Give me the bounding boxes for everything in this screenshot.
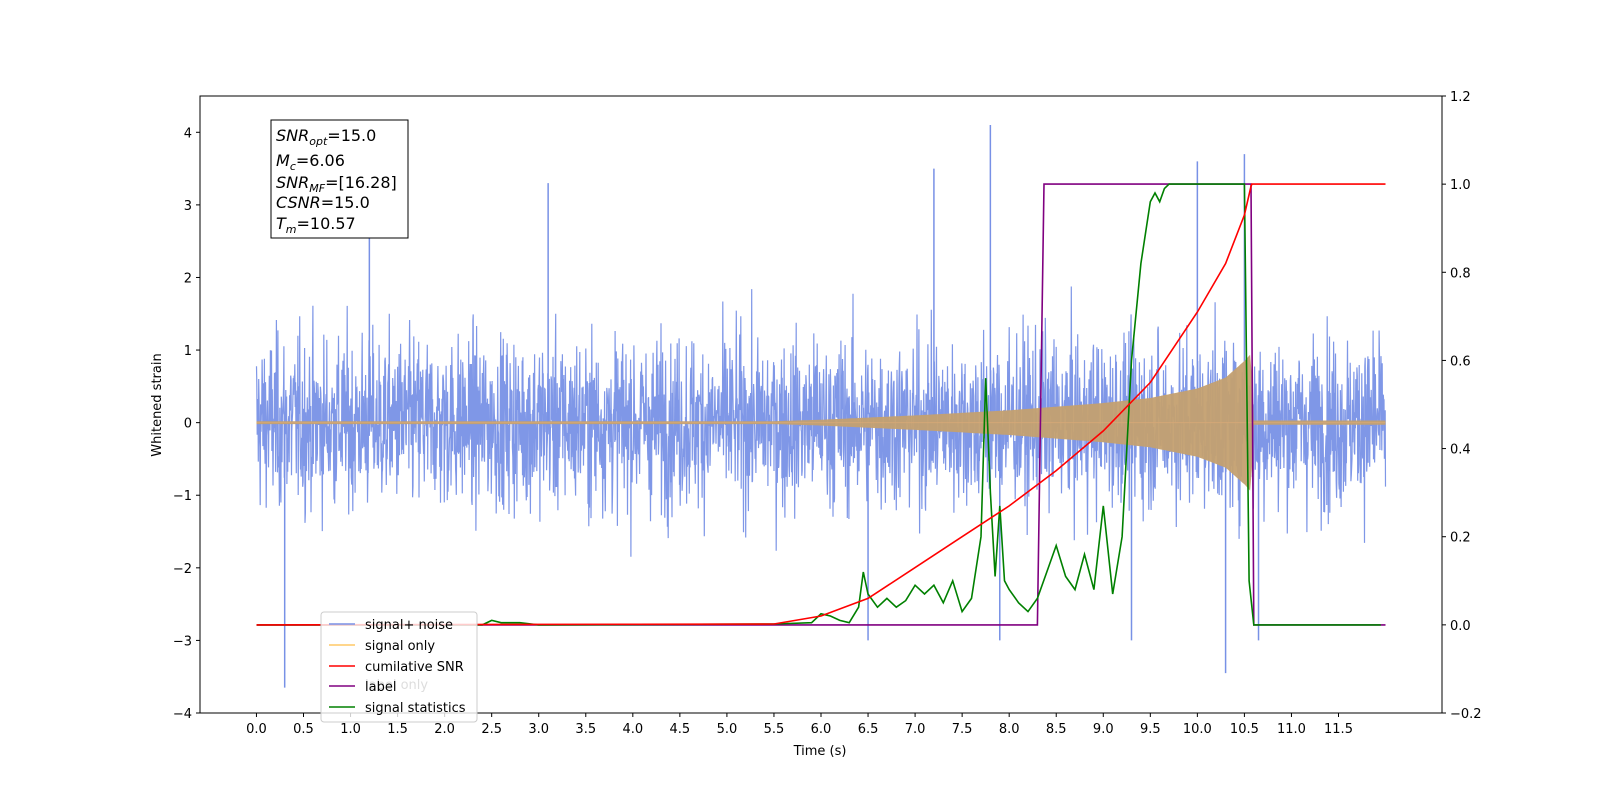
y-tick-label: 3 <box>184 199 192 214</box>
x-axis-label: Time (s) <box>793 744 847 759</box>
y2-tick-label: 0.4 <box>1450 443 1471 458</box>
x-tick-label: 4.0 <box>622 722 643 737</box>
legend-label-cumulative-snr: cumilative SNR <box>365 660 464 675</box>
y2-tick-label: 1.0 <box>1450 178 1471 193</box>
y-tick-label: 2 <box>184 271 192 286</box>
legend: label only signal+ noise signal only cum… <box>320 611 478 723</box>
x-tick-label: 3.5 <box>575 722 596 737</box>
svg-text:Mc=6.06: Mc=6.06 <box>276 151 345 173</box>
x-tick-label: 5.5 <box>764 722 785 737</box>
x-tick-label: 0.0 <box>246 722 267 737</box>
x-tick-label: 7.0 <box>905 722 926 737</box>
y-axis-ticks: 4 3 2 1 0 −1 −2 −3 −4 <box>173 126 200 722</box>
x-tick-label: 8.5 <box>1046 722 1067 737</box>
x-tick-label: 8.0 <box>999 722 1020 737</box>
annotation-snr-opt-base: SNR <box>276 126 309 145</box>
annotation-snr-mf-sub: MF <box>309 182 325 195</box>
y-tick-label: −1 <box>173 489 192 504</box>
x-tick-label: 10.0 <box>1183 722 1212 737</box>
legend-label-label: label <box>365 680 396 695</box>
svg-text:CSNR=15.0: CSNR=15.0 <box>276 193 370 212</box>
y2-tick-label: 0.8 <box>1450 266 1471 281</box>
x-tick-label: 6.0 <box>811 722 832 737</box>
x-tick-label: 1.5 <box>387 722 408 737</box>
series-cumilative-snr-line <box>256 183 1386 626</box>
svg-text:SNRMF=[16.28]: SNRMF=[16.28] <box>276 173 397 195</box>
y2-tick-label: 0.0 <box>1450 619 1471 634</box>
y-tick-label: −2 <box>173 562 192 577</box>
y2-tick-label: 0.6 <box>1450 354 1471 369</box>
svg-text:SNRopt=15.0: SNRopt=15.0 <box>276 126 376 148</box>
annotation-snr-mf-value: =[16.28] <box>325 173 397 192</box>
x-tick-label: 9.0 <box>1093 722 1114 737</box>
series-signal-statistics-line <box>256 183 1381 626</box>
x-tick-label: 6.5 <box>858 722 879 737</box>
legend-label-signal-noise: signal+ noise <box>365 618 453 633</box>
annotation-mc-value: =6.06 <box>296 151 345 170</box>
annotation-mc-sub: c <box>290 160 296 173</box>
svg-text:Tm=10.57: Tm=10.57 <box>276 214 356 236</box>
annotation-box: SNRopt=15.0 Mc=6.06 SNRMF=[16.28] CSNR=1… <box>270 119 409 239</box>
x-tick-label: 4.5 <box>670 722 691 737</box>
x-tick-label: 0.5 <box>293 722 314 737</box>
x-tick-label: 9.5 <box>1140 722 1161 737</box>
annotation-snr-mf-base: SNR <box>276 173 309 192</box>
x-tick-label: 5.0 <box>717 722 738 737</box>
annotation-snr-opt-value: =15.0 <box>327 126 376 145</box>
x-tick-label: 11.0 <box>1277 722 1306 737</box>
y2-axis-ticks: 1.2 1.0 0.8 0.6 0.4 0.2 0.0 −0.2 <box>1442 90 1482 722</box>
y-tick-label: 1 <box>184 344 192 359</box>
y2-tick-label: −0.2 <box>1450 707 1482 722</box>
y-tick-label: 4 <box>184 126 192 141</box>
annotation-tm-value: =10.57 <box>297 214 356 233</box>
annotation-mc-base: M <box>276 151 290 170</box>
x-tick-label: 2.5 <box>481 722 502 737</box>
plot-area <box>255 125 1387 688</box>
y-tick-label: −4 <box>173 707 192 722</box>
y2-tick-label: 1.2 <box>1450 90 1471 105</box>
annotation-snr-opt-sub: opt <box>309 135 328 148</box>
y-tick-label: −3 <box>173 634 192 649</box>
x-tick-label: 2.0 <box>434 722 455 737</box>
series-signal-noise-line <box>255 286 1387 557</box>
x-tick-label: 10.5 <box>1230 722 1259 737</box>
y-axis-label: Whitened strain <box>150 353 165 456</box>
annotation-csnr-base: CSNR <box>276 193 321 212</box>
y2-tick-label: 0.2 <box>1450 531 1471 546</box>
legend-hidden-text: label only <box>365 678 428 693</box>
x-tick-label: 3.0 <box>528 722 549 737</box>
annotation-csnr-value: =15.0 <box>321 193 370 212</box>
legend-label-signal-only: signal only <box>365 639 435 654</box>
x-tick-label: 7.5 <box>952 722 973 737</box>
annotation-tm-sub: m <box>286 223 297 236</box>
y-tick-label: 0 <box>184 417 192 432</box>
x-tick-label: 1.0 <box>340 722 361 737</box>
legend-label-signal-statistics: signal statistics <box>365 701 466 716</box>
annotation-tm-base: T <box>276 214 287 233</box>
x-axis-ticks: 0.0 0.5 1.0 1.5 2.0 2.5 3.0 3.5 4.0 4.5 5.0 5.5 6.0 6… <box>246 713 1353 737</box>
x-tick-label: 11.5 <box>1324 722 1353 737</box>
